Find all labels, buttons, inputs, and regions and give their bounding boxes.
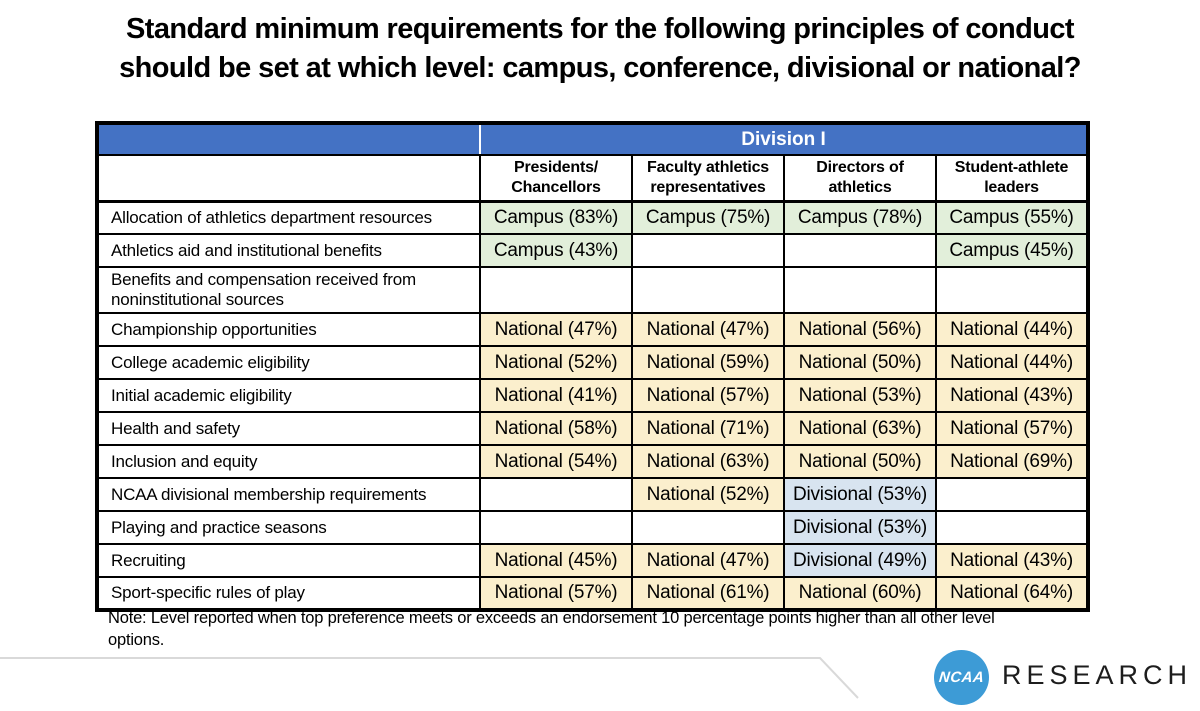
corner-cell xyxy=(97,123,481,156)
column-header-student-athlete: Student-athlete leaders xyxy=(934,154,1090,203)
table-row: Benefits and compensation received from … xyxy=(96,266,1090,314)
footnote-line2: options. xyxy=(108,631,165,649)
level-cell: Divisional (49%) xyxy=(783,543,937,578)
level-cell: National (57%) xyxy=(479,576,633,611)
level-cell: National (61%) xyxy=(631,576,785,611)
page-title: Standard minimum requirements for the fo… xyxy=(0,10,1200,88)
level-cell: National (44%) xyxy=(934,312,1090,347)
row-label: Allocation of athletics department resou… xyxy=(96,200,481,235)
level-cell: National (43%) xyxy=(934,543,1090,578)
row-label: Benefits and compensation received from … xyxy=(96,266,481,314)
conduct-levels-table: Division I Presidents/ Chancellors Facul… xyxy=(95,121,1091,612)
table-row: Recruiting National (45%) National (47%) Di… xyxy=(96,543,1090,578)
level-cell: Campus (75%) xyxy=(631,200,785,235)
row-label: Initial academic eligibility xyxy=(96,378,481,413)
level-cell: National (71%) xyxy=(631,411,785,446)
level-cell: National (60%) xyxy=(783,576,937,611)
table-row: NCAA divisional membership requirements N… xyxy=(96,477,1090,512)
table-row: Sport-specific rules of play National (57… xyxy=(96,576,1090,611)
level-cell: Campus (43%) xyxy=(479,233,633,268)
level-cell: National (50%) xyxy=(783,444,937,479)
row-label: Championship opportunities xyxy=(96,312,481,347)
level-cell xyxy=(479,510,633,545)
level-cell: National (53%) xyxy=(783,378,937,413)
level-cell xyxy=(479,266,633,314)
row-label: Inclusion and equity xyxy=(96,444,481,479)
column-header-faculty: Faculty athletics representatives xyxy=(631,154,785,203)
level-cell: National (69%) xyxy=(934,444,1090,479)
division-header: Division I xyxy=(480,123,1089,156)
level-cell: National (56%) xyxy=(783,312,937,347)
level-cell xyxy=(631,233,785,268)
level-cell xyxy=(783,266,937,314)
level-cell: Campus (78%) xyxy=(783,200,937,235)
column-header-directors: Directors of athletics xyxy=(783,154,937,203)
level-cell: National (63%) xyxy=(783,411,937,446)
page-title-line1: Standard minimum requirements for the fo… xyxy=(126,13,1075,45)
level-cell: National (64%) xyxy=(934,576,1090,611)
table-row: Inclusion and equity National (54%) Nation… xyxy=(96,444,1090,479)
level-cell: National (59%) xyxy=(631,345,785,380)
ncaa-logo-text: NCAA xyxy=(937,669,986,686)
level-cell: National (47%) xyxy=(479,312,633,347)
row-label: NCAA divisional membership requirements xyxy=(96,477,481,512)
level-cell: National (54%) xyxy=(479,444,633,479)
row-label: Health and safety xyxy=(96,411,481,446)
level-cell xyxy=(631,266,785,314)
table-row: College academic eligibility National (52… xyxy=(96,345,1090,380)
level-cell: National (45%) xyxy=(479,543,633,578)
level-cell xyxy=(479,477,633,512)
table-row: Athletics aid and institutional benefits… xyxy=(96,233,1090,268)
level-cell xyxy=(934,477,1090,512)
level-cell: National (58%) xyxy=(479,411,633,446)
level-cell: National (52%) xyxy=(479,345,633,380)
level-cell: National (57%) xyxy=(934,411,1090,446)
level-cell: National (47%) xyxy=(631,312,785,347)
row-label: Playing and practice seasons xyxy=(96,510,481,545)
level-cell xyxy=(934,266,1090,314)
level-cell xyxy=(934,510,1090,545)
level-cell: Campus (45%) xyxy=(934,233,1090,268)
level-cell: National (44%) xyxy=(934,345,1090,380)
research-wordmark: RESEARCH xyxy=(1002,660,1193,690)
row-label: Recruiting xyxy=(96,543,481,578)
footnote: Note: Level reported when top preference… xyxy=(108,607,995,651)
empty-header-cell xyxy=(96,154,481,203)
ncaa-logo-icon: NCAA xyxy=(934,650,989,705)
table-row: Initial academic eligibility National (41… xyxy=(96,378,1090,413)
level-cell: Campus (55%) xyxy=(934,200,1090,235)
level-cell: National (41%) xyxy=(479,378,633,413)
division-header-row: Division I xyxy=(97,123,1089,156)
column-header-row: Presidents/ Chancellors Faculty athletic… xyxy=(96,154,1090,203)
level-cell: National (57%) xyxy=(631,378,785,413)
row-label: College academic eligibility xyxy=(96,345,481,380)
level-cell: Campus (83%) xyxy=(479,200,633,235)
level-cell: National (63%) xyxy=(631,444,785,479)
table-row: Health and safety National (58%) National … xyxy=(96,411,1090,446)
level-cell: National (50%) xyxy=(783,345,937,380)
table-row: Playing and practice seasons Divisional (… xyxy=(96,510,1090,545)
level-cell: Divisional (53%) xyxy=(783,510,937,545)
level-cell: National (52%) xyxy=(631,477,785,512)
level-cell: National (43%) xyxy=(934,378,1090,413)
footnote-line1: Note: Level reported when top preference… xyxy=(108,609,995,627)
row-label: Sport-specific rules of play xyxy=(96,576,481,611)
level-cell xyxy=(631,510,785,545)
level-cell: Divisional (53%) xyxy=(783,477,937,512)
level-cell: National (47%) xyxy=(631,543,785,578)
table-row: Allocation of athletics department resou… xyxy=(96,200,1090,235)
level-cell xyxy=(783,233,937,268)
page-title-line2: should be set at which level: campus, co… xyxy=(119,52,1081,84)
row-label: Athletics aid and institutional benefits xyxy=(96,233,481,268)
table-row: Championship opportunities National (47%)… xyxy=(96,312,1090,347)
column-header-presidents: Presidents/ Chancellors xyxy=(479,154,633,203)
